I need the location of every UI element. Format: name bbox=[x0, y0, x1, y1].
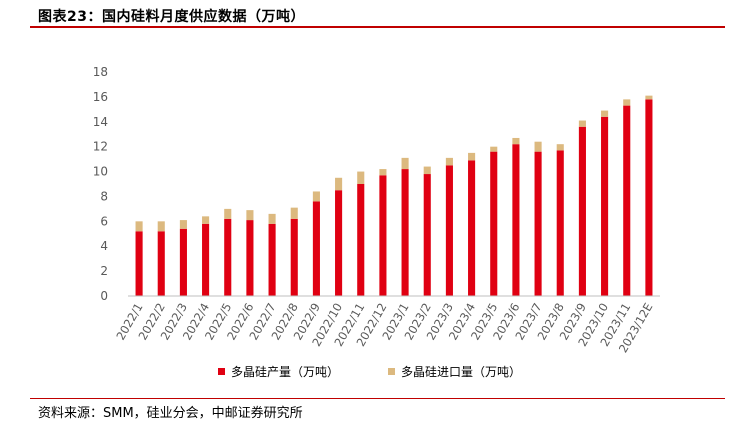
bar-import bbox=[179, 220, 187, 229]
y-tick-label: 14 bbox=[93, 115, 108, 129]
bar-import bbox=[645, 95, 653, 100]
bar-production bbox=[645, 99, 653, 296]
bar-import bbox=[445, 157, 453, 166]
bar-production bbox=[357, 184, 365, 296]
bar-production bbox=[379, 175, 387, 296]
bar-production bbox=[601, 116, 609, 296]
bar-import bbox=[534, 141, 542, 152]
bar-import bbox=[157, 221, 165, 232]
y-tick-label: 4 bbox=[100, 239, 108, 253]
bar-import bbox=[268, 213, 276, 224]
bar-import bbox=[246, 210, 254, 221]
bar-import bbox=[556, 144, 564, 151]
bar-import bbox=[512, 137, 520, 145]
legend-label-import: 多晶硅进口量（万吨） bbox=[401, 365, 521, 379]
bar-production bbox=[202, 223, 210, 296]
bar-import bbox=[202, 216, 210, 224]
bar-import bbox=[135, 221, 143, 232]
footer-divider bbox=[30, 398, 725, 399]
bar-production bbox=[157, 231, 165, 296]
y-axis: 0 2 4 6 8 10 12 14 16 18 bbox=[93, 65, 108, 303]
legend-swatch-import bbox=[388, 368, 395, 375]
x-axis: 2022/12022/22022/32022/42022/52022/62022… bbox=[113, 301, 655, 356]
y-tick-label: 12 bbox=[93, 140, 108, 154]
bar-production bbox=[335, 190, 343, 296]
legend: 多晶硅产量（万吨） 多晶硅进口量（万吨） bbox=[218, 365, 521, 379]
bar-production bbox=[268, 223, 276, 296]
bar-production bbox=[179, 228, 187, 296]
y-tick-label: 6 bbox=[100, 214, 108, 228]
bar-production bbox=[468, 160, 476, 296]
bar-import bbox=[357, 171, 365, 184]
source-note: 资料来源：SMM，硅业分会，中邮证券研究所 bbox=[38, 406, 303, 421]
y-tick-label: 8 bbox=[100, 189, 108, 203]
bar-import bbox=[578, 120, 586, 127]
bar-production bbox=[423, 174, 431, 296]
y-tick-label: 16 bbox=[93, 90, 108, 104]
bars bbox=[135, 95, 653, 296]
legend-label-production: 多晶硅产量（万吨） bbox=[231, 365, 339, 379]
bar-production bbox=[556, 150, 564, 296]
bar-production bbox=[224, 218, 232, 296]
bar-production bbox=[512, 144, 520, 296]
bar-production bbox=[623, 105, 631, 296]
bar-import bbox=[601, 110, 609, 117]
bar-production bbox=[490, 151, 498, 296]
bar-import bbox=[468, 152, 476, 161]
y-tick-label: 0 bbox=[100, 289, 108, 303]
bar-production bbox=[401, 169, 409, 296]
stacked-bar-chart: 0 2 4 6 8 10 12 14 16 18 2022/12022/22022/32022/4… bbox=[93, 65, 660, 379]
title-divider bbox=[30, 26, 725, 28]
legend-swatch-production bbox=[218, 368, 225, 375]
bar-production bbox=[534, 151, 542, 296]
bar-production bbox=[445, 165, 453, 296]
bar-import bbox=[290, 207, 298, 219]
bar-production bbox=[290, 218, 298, 296]
bar-production bbox=[312, 201, 320, 296]
bar-import bbox=[401, 157, 409, 170]
bar-production bbox=[578, 126, 586, 296]
y-tick-label: 2 bbox=[100, 264, 108, 278]
y-tick-label: 18 bbox=[93, 65, 108, 79]
bar-import bbox=[335, 177, 343, 191]
bar-import bbox=[423, 166, 431, 175]
bar-import bbox=[312, 191, 320, 202]
bar-import bbox=[224, 208, 232, 219]
bar-import bbox=[623, 99, 631, 106]
bar-import bbox=[379, 169, 387, 176]
bar-production bbox=[246, 220, 254, 296]
y-tick-label: 10 bbox=[93, 165, 108, 179]
bar-import bbox=[490, 146, 498, 152]
chart-title: 图表23：国内硅料月度供应数据（万吨） bbox=[38, 9, 305, 25]
bar-production bbox=[135, 231, 143, 296]
